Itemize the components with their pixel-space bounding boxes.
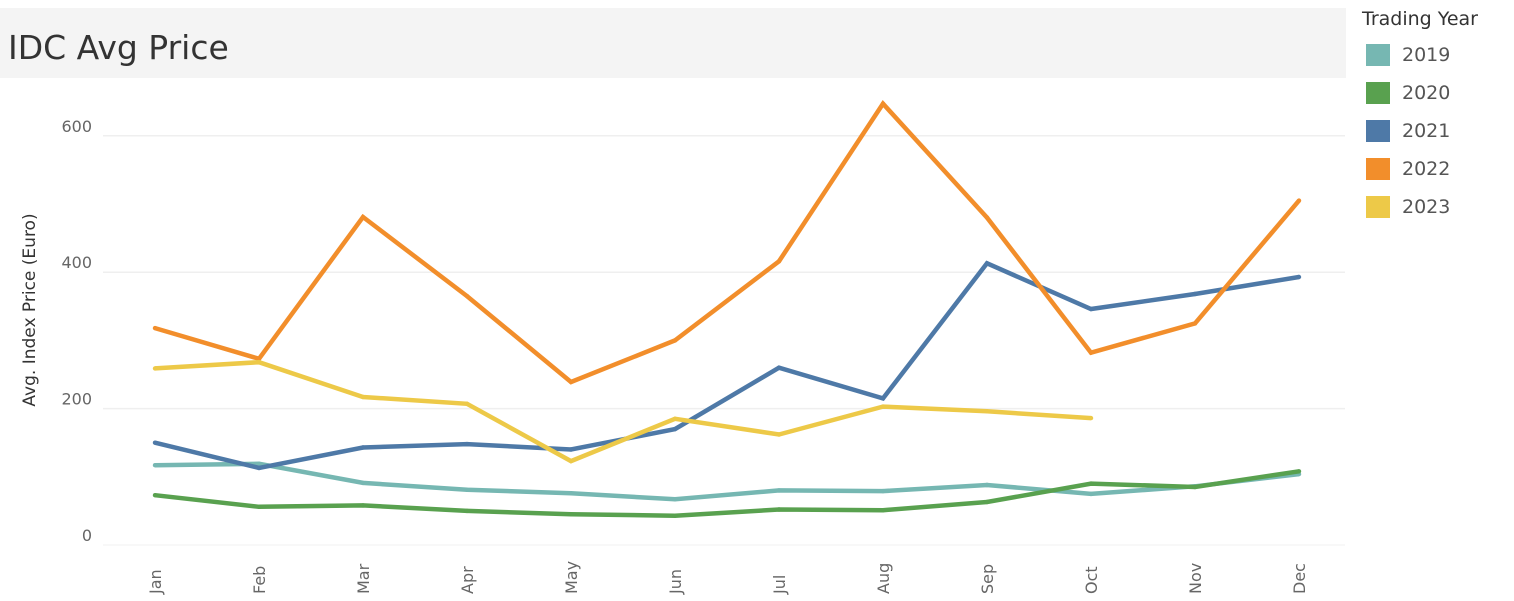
data-point-2021-Nov [1192, 291, 1198, 297]
legend-swatch [1366, 82, 1390, 104]
data-point-2019-Jun [672, 497, 678, 502]
data-point-2020-Dec [1296, 469, 1302, 474]
data-point-2022-Jun [672, 338, 678, 343]
data-point-2022-May [568, 379, 574, 385]
data-point-2023-May [568, 458, 574, 464]
data-point-2021-Aug [880, 396, 886, 401]
data-point-2020-Sep [984, 499, 990, 505]
data-point-2019-Apr [464, 487, 470, 492]
x-tick-label: Apr [458, 566, 477, 594]
data-point-2023-Aug [880, 404, 886, 409]
y-tick-label: 400 [61, 253, 92, 272]
y-tick-label: 0 [82, 526, 92, 545]
data-point-2023-Jul [776, 432, 782, 437]
data-point-2020-Mar [360, 503, 366, 508]
legend[interactable]: Trading Year 2019 2020 2021 2022 2023 [1360, 8, 1510, 226]
legend-item-2022[interactable]: 2022 [1360, 150, 1510, 188]
data-point-2023-Oct [1088, 415, 1094, 421]
chart-title: IDC Avg Price [8, 28, 229, 67]
x-tick-label: Nov [1186, 563, 1205, 594]
data-point-2022-Sep [984, 215, 990, 220]
y-axis-title: Avg. Index Price (Euro) [20, 213, 40, 406]
legend-swatch [1366, 44, 1390, 66]
data-point-2023-Apr [464, 401, 470, 406]
legend-swatch [1366, 158, 1390, 180]
x-tick-label: May [562, 561, 581, 594]
data-point-2022-Dec [1296, 198, 1302, 203]
data-point-2020-Jul [776, 507, 782, 512]
x-tick-label: Dec [1290, 563, 1309, 594]
data-point-2020-Apr [464, 508, 470, 514]
x-tick-label: Jul [770, 575, 789, 595]
data-point-2022-Apr [464, 293, 470, 299]
data-point-2021-Jan [152, 440, 158, 445]
data-point-2023-Feb [256, 360, 262, 365]
data-point-2021-Dec [1296, 274, 1302, 280]
series-line-2019 [154, 461, 1300, 502]
data-point-2019-Sep [984, 482, 990, 488]
data-point-2022-Jul [776, 259, 782, 264]
data-point-2019-Feb [256, 461, 262, 466]
data-point-2022-Jan [152, 325, 158, 331]
data-point-2022-Mar [360, 214, 366, 220]
data-point-2020-Oct [1088, 481, 1094, 486]
x-tick-label: Mar [354, 563, 373, 594]
legend-label: 2020 [1402, 82, 1451, 104]
data-point-2022-Feb [256, 356, 262, 361]
series-line-2020 [154, 469, 1300, 518]
chart-title-bar: IDC Avg Price [0, 8, 1346, 78]
data-point-2021-Apr [464, 441, 470, 447]
legend-swatch [1366, 196, 1390, 218]
legend-item-2021[interactable]: 2021 [1360, 112, 1510, 150]
data-point-2019-Jan [152, 463, 158, 468]
data-point-2021-May [568, 447, 574, 452]
series-line-2021 [154, 260, 1300, 471]
data-point-2021-Oct [1088, 306, 1094, 312]
legend-label: 2019 [1402, 44, 1451, 66]
legend-label: 2023 [1402, 196, 1451, 218]
y-tick-label: 200 [61, 390, 92, 409]
legend-swatch [1366, 120, 1390, 142]
data-point-2023-Mar [360, 394, 366, 400]
data-point-2020-Jan [152, 493, 158, 498]
legend-item-2023[interactable]: 2023 [1360, 188, 1510, 226]
series-line-2023 [154, 359, 1092, 464]
x-tick-label: Feb [250, 566, 269, 594]
legend-item-2020[interactable]: 2020 [1360, 74, 1510, 112]
data-point-2020-Feb [256, 504, 262, 509]
data-point-2019-Aug [880, 488, 886, 494]
x-tick-label: Oct [1082, 566, 1101, 594]
x-tick-label: Jun [666, 569, 685, 595]
data-point-2019-Mar [360, 480, 366, 486]
data-point-2020-Jun [672, 513, 678, 518]
data-point-2021-Jun [672, 426, 678, 432]
data-point-2021-Mar [360, 445, 366, 450]
data-point-2021-Jul [776, 365, 782, 370]
data-point-2020-Aug [880, 508, 886, 513]
legend-title: Trading Year [1362, 8, 1478, 30]
x-tick-label: Aug [874, 563, 893, 594]
data-point-2023-Sep [984, 409, 990, 414]
data-point-2019-Oct [1088, 491, 1094, 497]
legend-label: 2022 [1402, 158, 1451, 180]
data-point-2022-Aug [880, 101, 886, 106]
data-point-2019-May [568, 491, 574, 496]
data-point-2020-May [568, 512, 574, 517]
data-point-2022-Oct [1088, 350, 1094, 355]
x-tick-label: Jan [146, 569, 165, 595]
legend-label: 2021 [1402, 120, 1451, 142]
y-tick-label: 600 [61, 117, 92, 136]
data-point-2019-Jul [776, 488, 782, 493]
data-point-2023-Jan [152, 366, 158, 371]
data-point-2021-Sep [984, 261, 990, 266]
legend-item-2019[interactable]: 2019 [1360, 36, 1510, 74]
data-point-2021-Feb [256, 465, 262, 471]
series-line-2022 [154, 100, 1301, 385]
data-point-2022-Nov [1192, 321, 1198, 326]
data-point-2023-Jun [672, 416, 678, 421]
data-point-2020-Nov [1192, 484, 1198, 490]
x-tick-label: Sep [978, 564, 997, 594]
